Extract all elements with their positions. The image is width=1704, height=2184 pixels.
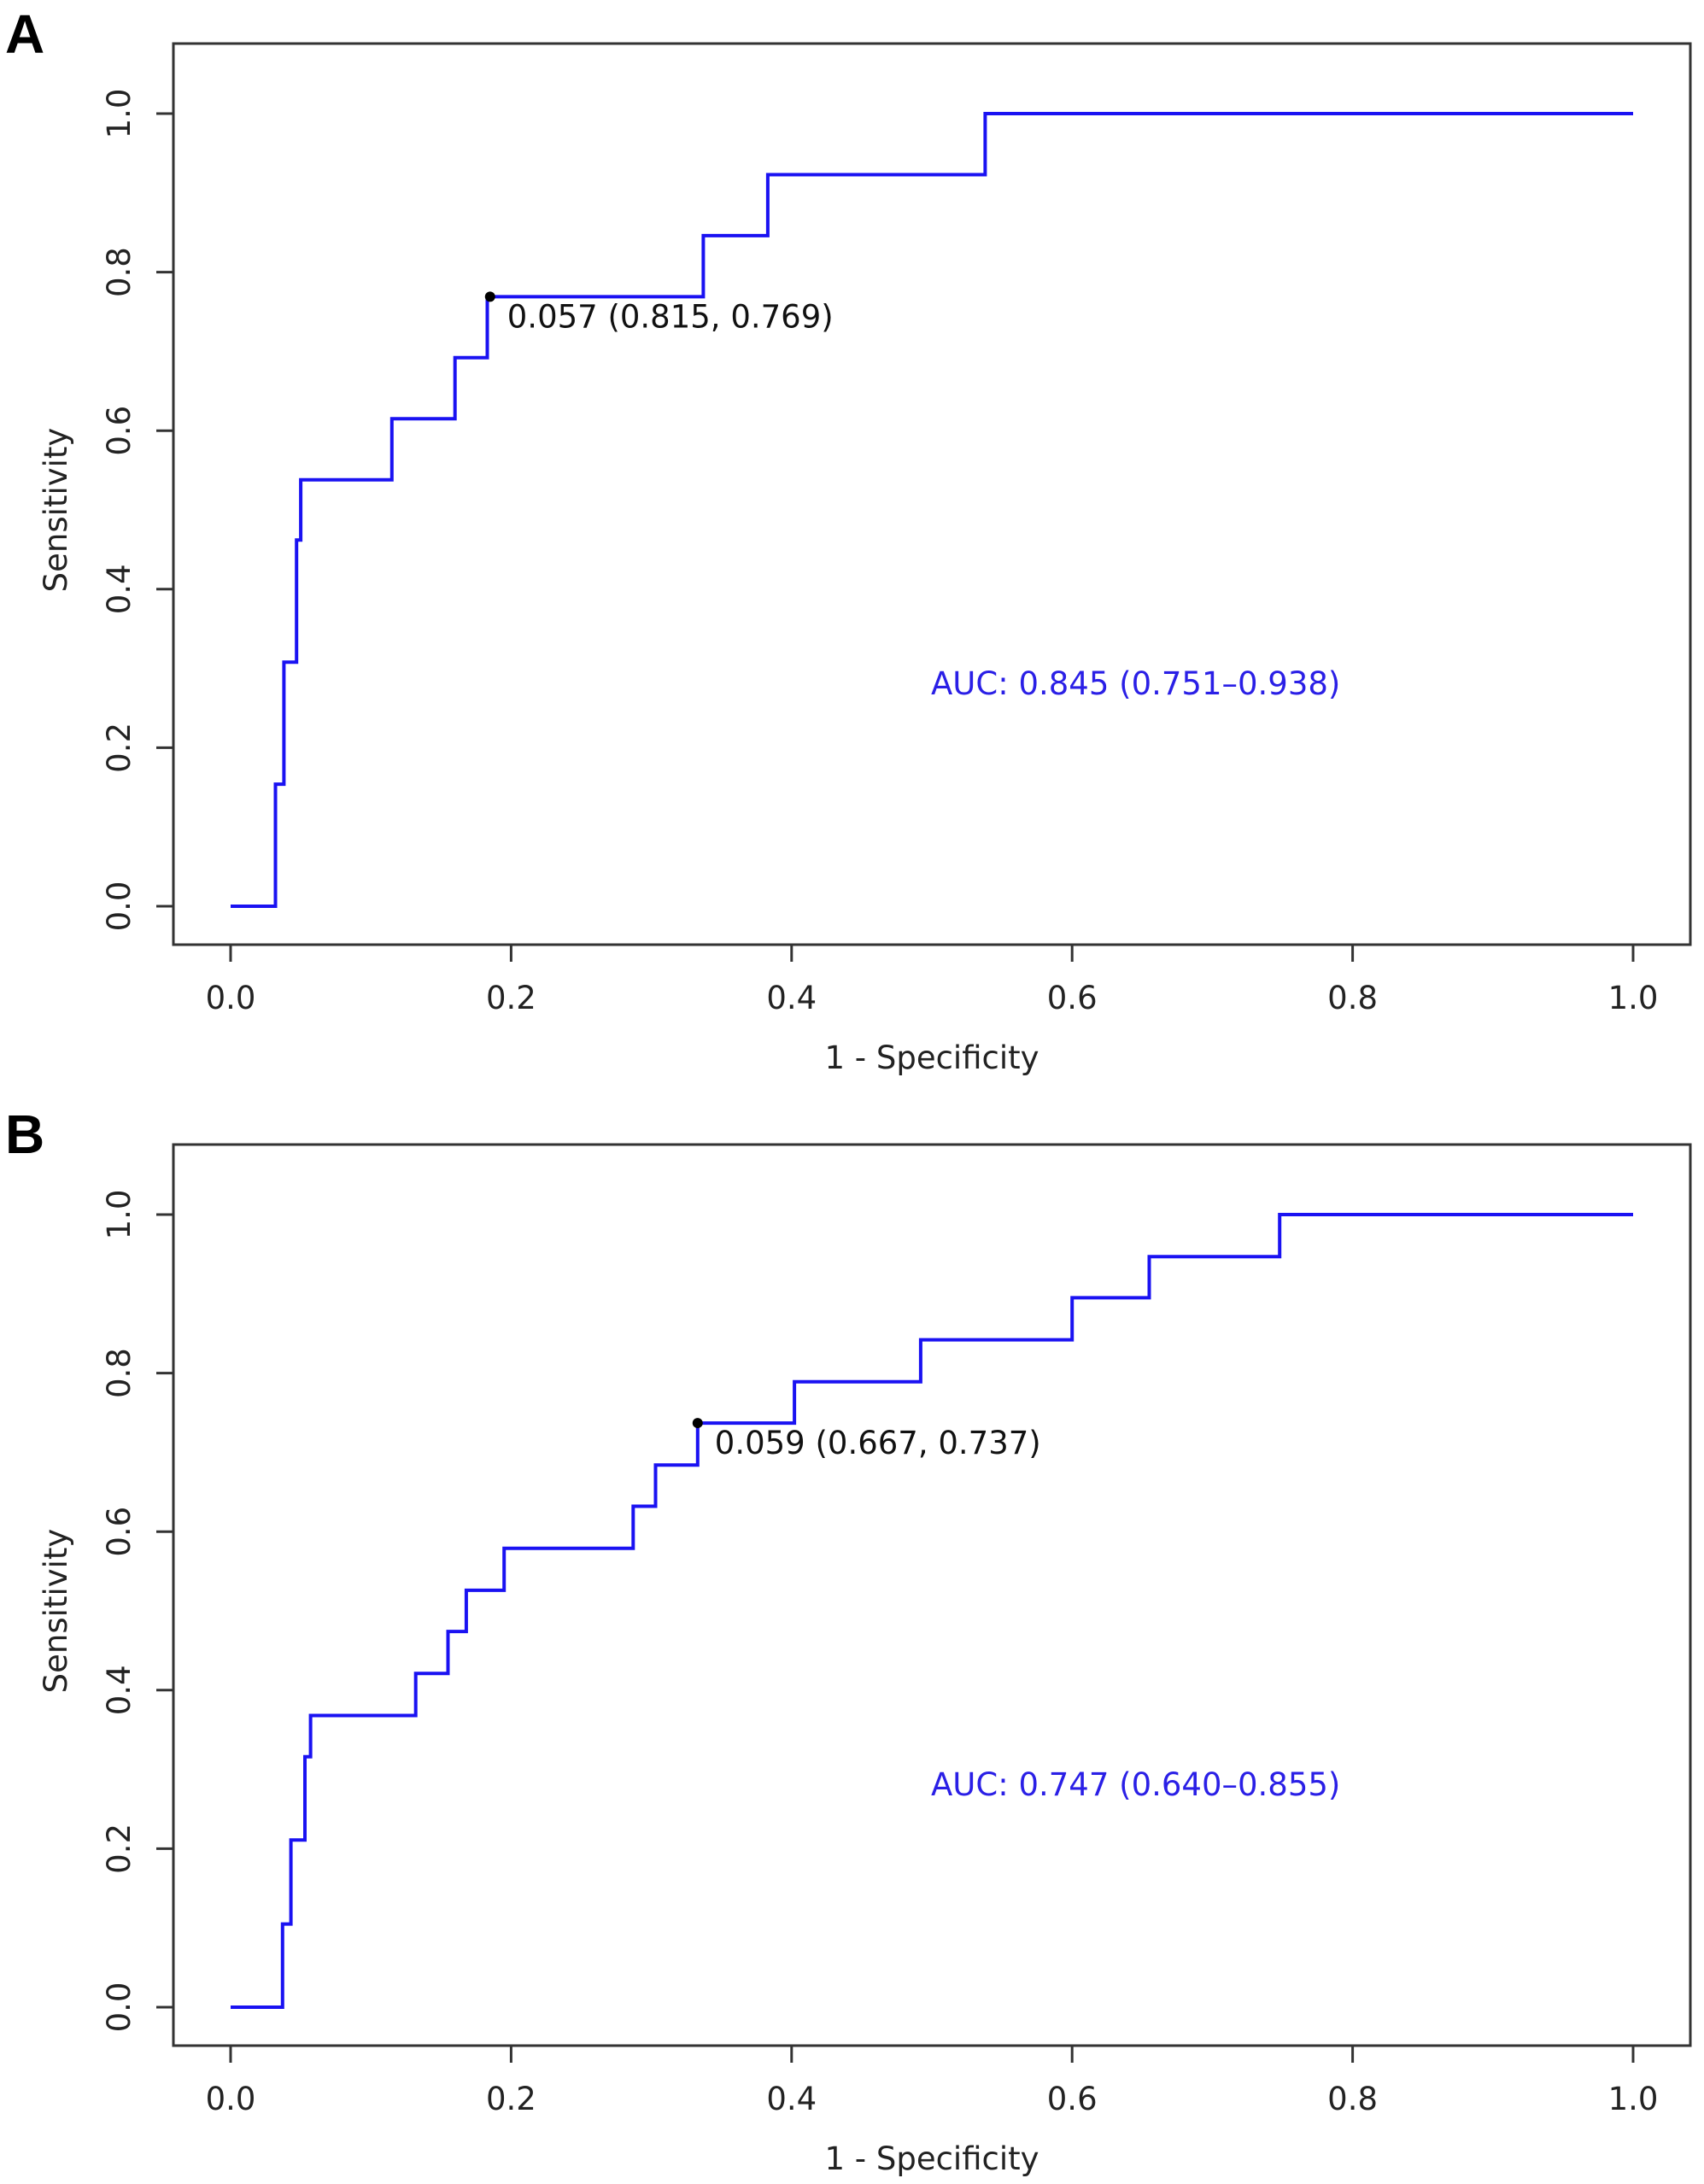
y-axis-title: Sensitivity xyxy=(38,1529,74,1694)
y-axis-title: Sensitivity xyxy=(38,428,74,593)
x-tick-label: 0.6 xyxy=(1047,980,1098,1016)
y-tick-label: 0.4 xyxy=(101,564,138,614)
x-tick-label: 0.0 xyxy=(206,980,256,1016)
x-axis-title: 1 - Specificity xyxy=(824,2140,1039,2177)
panel-letter: B xyxy=(5,1104,44,1165)
x-tick-label: 0.8 xyxy=(1327,980,1378,1016)
auc-annotation: AUC: 0.845 (0.751–0.938) xyxy=(931,665,1340,702)
x-tick-label: 1.0 xyxy=(1608,980,1659,1016)
y-tick-label: 0.6 xyxy=(101,406,138,456)
cutoff-point xyxy=(692,1418,703,1429)
x-tick-label: 0.8 xyxy=(1327,2081,1378,2117)
y-tick-label: 0.8 xyxy=(101,1348,138,1398)
cutoff-point xyxy=(484,291,495,302)
x-tick-label: 0.0 xyxy=(206,2081,256,2117)
y-tick-label: 1.0 xyxy=(101,89,138,139)
x-axis: 0.0 0.2 0.4 0.6 0.8 1.0 xyxy=(206,943,1659,1016)
x-tick-label: 1.0 xyxy=(1608,2081,1659,2117)
x-axis-title: 1 - Specificity xyxy=(824,1039,1039,1076)
y-tick-label: 0.0 xyxy=(101,1982,138,2033)
x-tick-label: 0.4 xyxy=(766,980,817,1016)
x-axis: 0.0 0.2 0.4 0.6 0.8 1.0 xyxy=(206,2044,1659,2117)
roc-curve-line xyxy=(231,1213,1633,2009)
x-tick-label: 0.2 xyxy=(486,2081,536,2117)
roc-panel-b: B 0.0 0.2 0.4 0.6 0.8 1.0 1 - Specificity 0.0 0.2… xyxy=(5,1104,1692,2177)
y-tick-label: 0.4 xyxy=(101,1665,138,1715)
y-tick-label: 0.6 xyxy=(101,1507,138,1557)
y-axis: 0.0 0.2 0.4 0.6 0.8 1.0 xyxy=(101,89,175,932)
plot-frame xyxy=(172,42,1692,946)
panel-letter: A xyxy=(5,3,44,65)
y-tick-label: 1.0 xyxy=(101,1190,138,1240)
x-tick-label: 0.2 xyxy=(486,980,536,1016)
y-tick-label: 0.2 xyxy=(101,723,138,773)
cutoff-label: 0.059 (0.667, 0.737) xyxy=(715,1425,1041,1461)
roc-curve-line xyxy=(231,112,1633,908)
auc-annotation: AUC: 0.747 (0.640–0.855) xyxy=(931,1766,1340,1803)
y-tick-label: 0.8 xyxy=(101,247,138,297)
y-axis: 0.0 0.2 0.4 0.6 0.8 1.0 xyxy=(101,1190,175,2033)
x-tick-label: 0.6 xyxy=(1047,2081,1098,2117)
cutoff-label: 0.057 (0.815, 0.769) xyxy=(507,298,834,335)
plot-frame xyxy=(172,1143,1692,2047)
y-tick-label: 0.2 xyxy=(101,1824,138,1874)
y-tick-label: 0.0 xyxy=(101,881,138,932)
roc-panel-a: A 0.0 0.2 0.4 0.6 0.8 1.0 1 - Specificity 0.0 0.2… xyxy=(5,3,1692,1076)
x-tick-label: 0.4 xyxy=(766,2081,817,2117)
